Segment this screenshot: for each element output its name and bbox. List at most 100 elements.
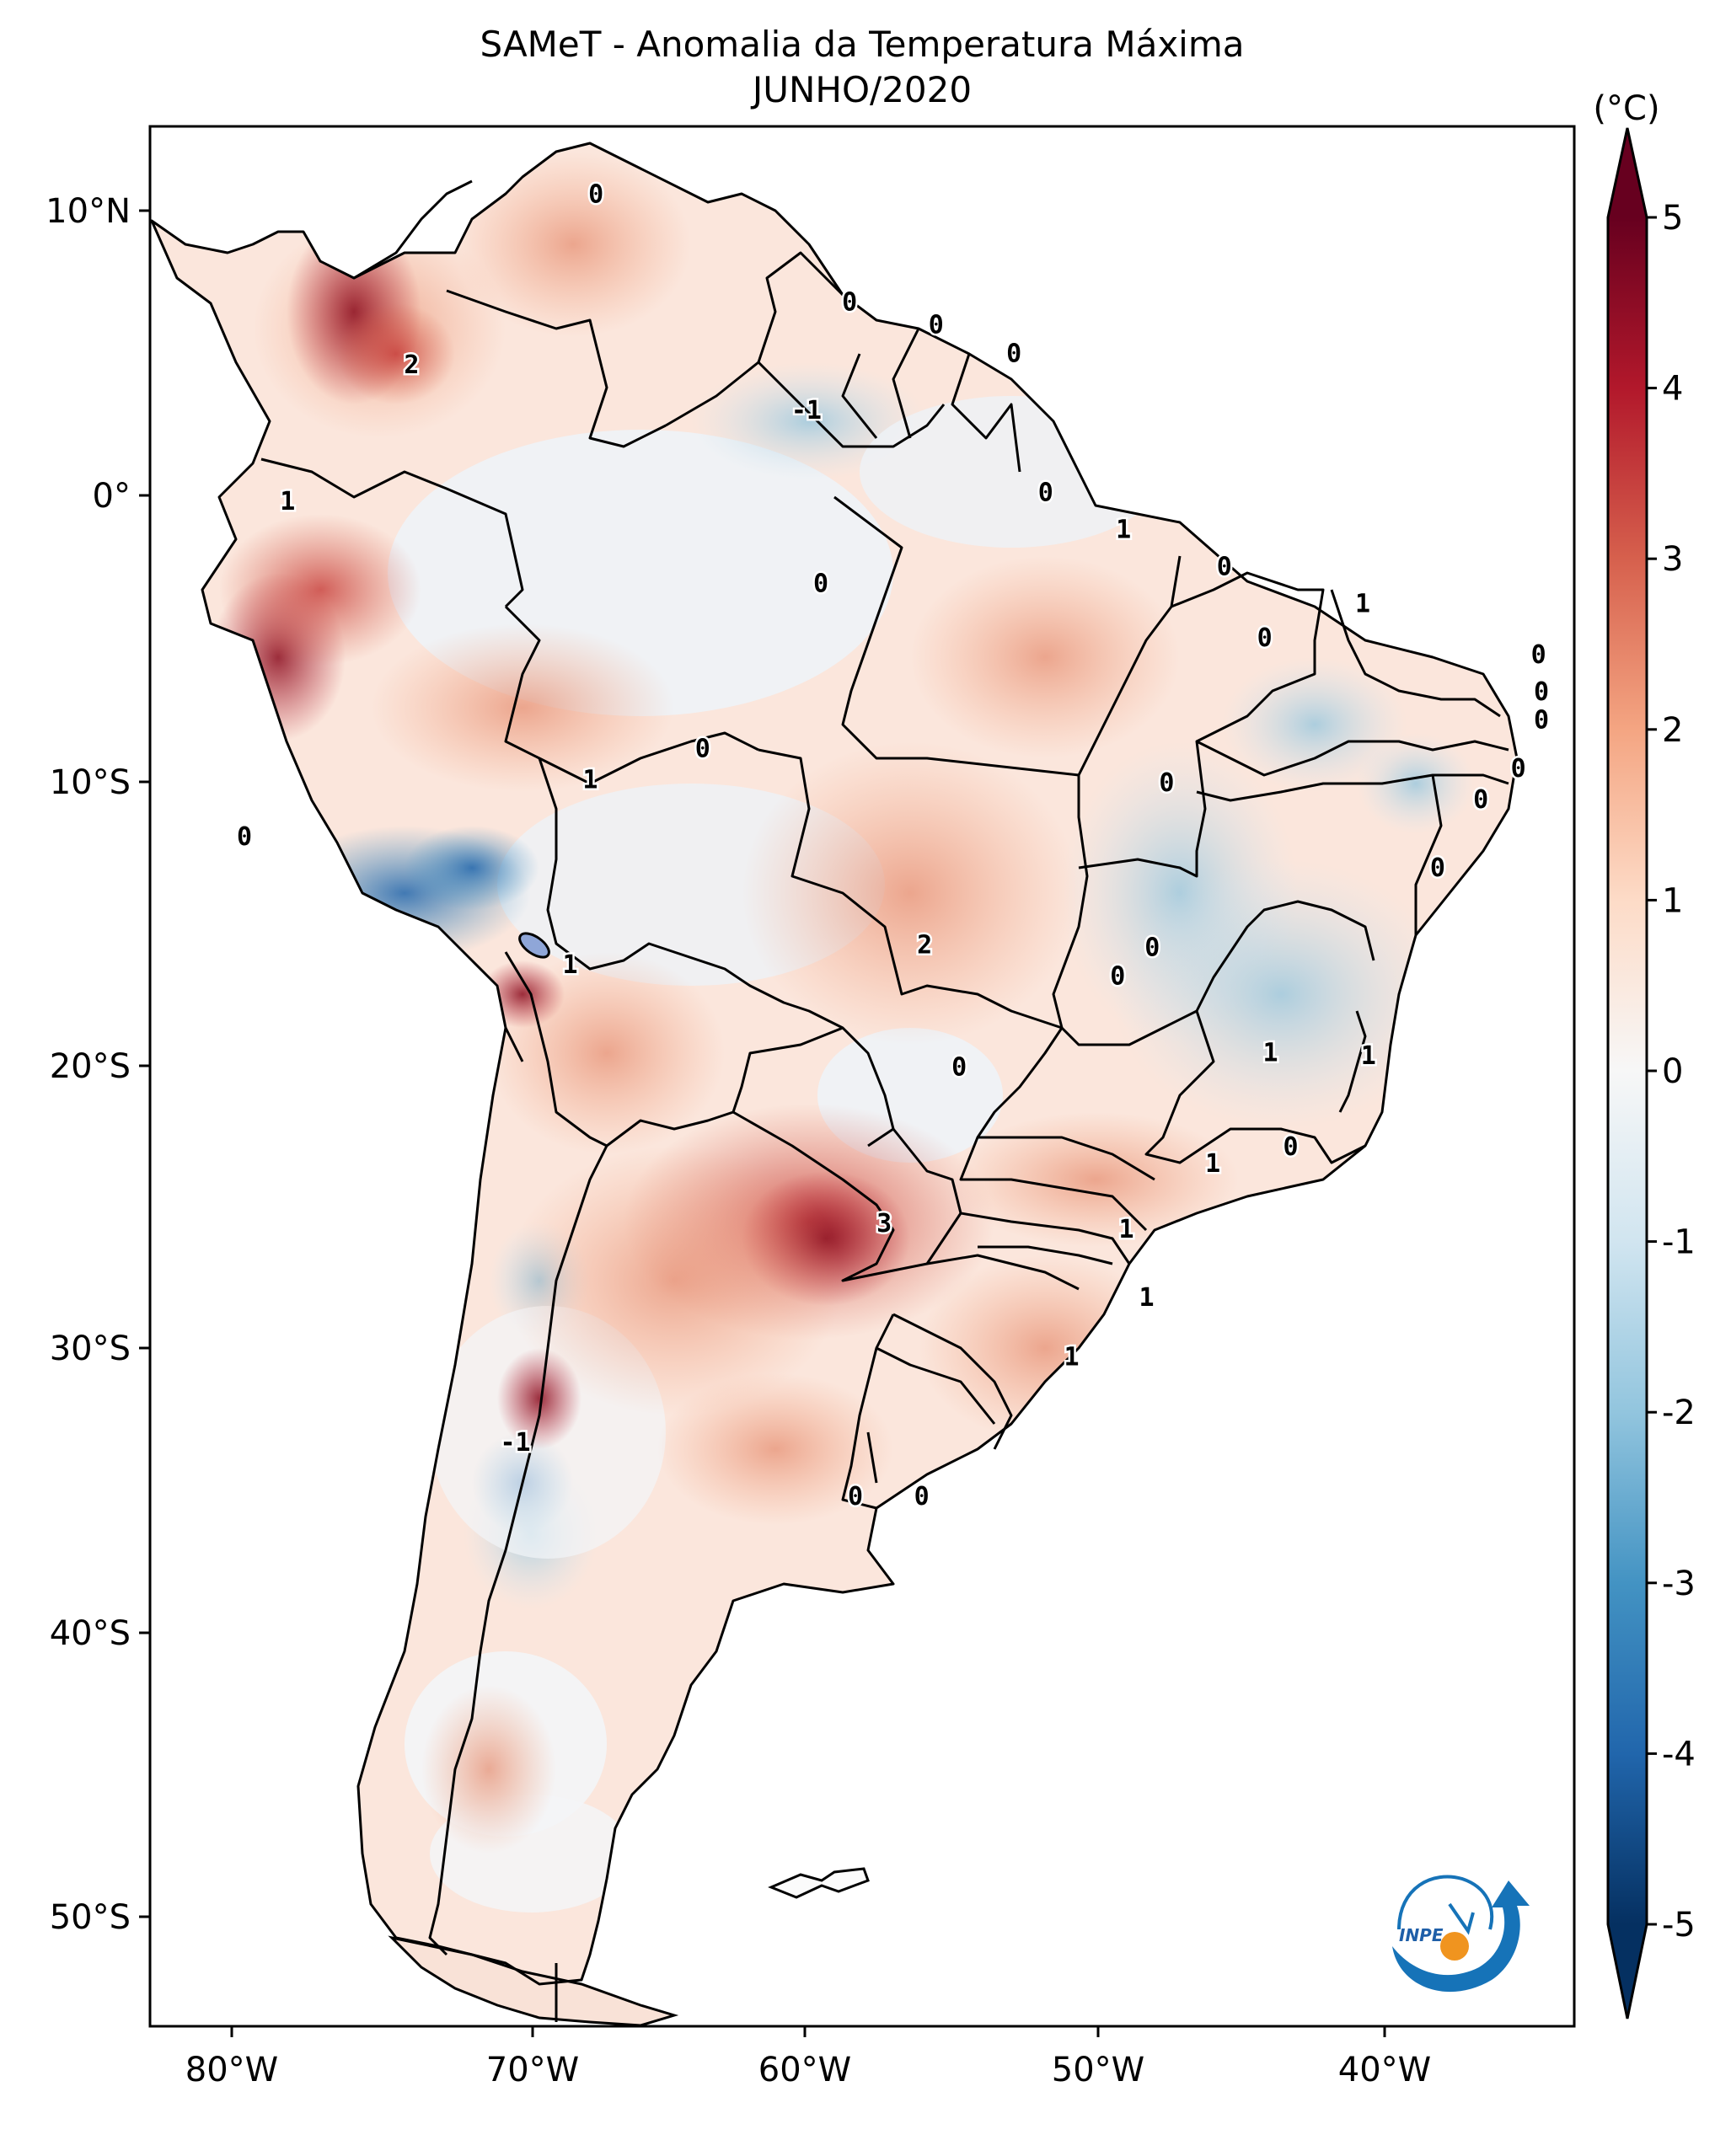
x-tick-label: 60°W — [758, 2051, 851, 2089]
colorbar-top-arrow — [1608, 128, 1647, 217]
colorbar-tick-label: 2 — [1662, 711, 1683, 750]
x-tick-label: 80°W — [185, 2051, 278, 2089]
border-suriname-guiana — [892, 328, 1021, 473]
colorbar-tick-label: 1 — [1662, 881, 1683, 920]
border-bolivia-paraguay-argentina — [606, 1026, 895, 1148]
colorbar-tick-label: 3 — [1662, 540, 1683, 579]
border-peru-bolivia-chile — [504, 951, 608, 1148]
contour-label: 0 — [695, 734, 710, 763]
colorbar-tick-label: 5 — [1662, 199, 1683, 238]
colorbar-tick-label: 0 — [1662, 1052, 1683, 1091]
border-colombia-ecuador-peru — [260, 457, 524, 608]
y-tick-label: 40°S — [50, 1614, 131, 1653]
contour-label: -1 — [500, 1428, 530, 1458]
contour-label: 0 — [929, 311, 944, 340]
contour-label: 0 — [1257, 623, 1273, 653]
contour-label: 0 — [1144, 934, 1160, 963]
contour-label: 0 — [842, 288, 857, 318]
contour-label: 0 — [588, 179, 603, 209]
y-tick-labels: 10°N 0° 10°S 20°S 30°S 40°S 50°S — [46, 192, 131, 1937]
contour-label: 0 — [951, 1052, 967, 1082]
contour-label: 0 — [1534, 677, 1549, 707]
border-brazil-bolivia — [538, 757, 844, 1030]
colorbar-tick-label: -4 — [1662, 1735, 1696, 1773]
contour-label: 0 — [1473, 785, 1488, 815]
border-brazil-states-southeast — [959, 900, 1375, 1232]
y-tick-label: 0° — [93, 477, 131, 516]
contour-label: 0 — [848, 1482, 863, 1511]
border-brazil-states-north — [833, 495, 1182, 777]
colorbar: (°C) 5 4 3 2 1 0 -1 -2 -3 -4 -5 — [1593, 89, 1696, 2020]
contour-label: 1 — [1064, 1343, 1079, 1372]
border-brazil-states-central — [758, 748, 1089, 1030]
colorbar-tick-label: -3 — [1662, 1565, 1696, 1603]
y-tick-label: 20°S — [50, 1047, 131, 1086]
falkland-islands — [768, 1867, 870, 1899]
colorbar-bar — [1608, 217, 1647, 1924]
contour-label: 1 — [1139, 1283, 1154, 1313]
contour-label: 1 — [1262, 1039, 1278, 1068]
border-colombia-venezuela — [353, 179, 667, 448]
contour-label: 0 — [813, 570, 828, 599]
y-tick-label: 30°S — [50, 1329, 131, 1368]
x-tick-label: 50°W — [1052, 2051, 1144, 2089]
colorbar-bottom-arrow — [1608, 1924, 1647, 2019]
contour-label: 1 — [1361, 1041, 1376, 1071]
border-paraguay — [732, 1110, 962, 1282]
contour-label: 0 — [1531, 640, 1546, 670]
contour-label: 0 — [1110, 961, 1125, 991]
contour-label: 0 — [1159, 768, 1174, 798]
border-argentina-provinces — [866, 1346, 996, 1484]
contour-label: 0 — [1217, 552, 1232, 581]
contour-label: 1 — [1205, 1149, 1220, 1179]
border-guyana — [757, 251, 878, 439]
colorbar-tick-label: -1 — [1662, 1223, 1696, 1262]
colorbar-tick-label: -2 — [1662, 1394, 1696, 1432]
contour-label: 0 — [1511, 754, 1526, 784]
contour-label: 2 — [404, 350, 419, 380]
contour-label: 1 — [1118, 1215, 1133, 1244]
inpe-arc-icon — [1397, 1875, 1494, 1930]
border-brazil-peru — [504, 605, 759, 785]
contour-label: 1 — [280, 487, 295, 516]
contour-label: 0 — [1283, 1132, 1298, 1162]
contour-label: 1 — [1116, 516, 1131, 545]
map-title: SAMeT - Anomalia da Temperatura Máxima — [480, 24, 1245, 65]
map-subtitle: JUNHO/2020 — [752, 69, 973, 110]
colorbar-tick-label: -5 — [1662, 1906, 1696, 1945]
contour-label: 1 — [1355, 589, 1370, 618]
contour-label: 3 — [876, 1209, 892, 1238]
colorbar-tick-label: 4 — [1662, 370, 1683, 409]
contour-label: 0 — [1430, 853, 1445, 883]
y-tick-label: 50°S — [50, 1898, 131, 1937]
border-brazil-states-south — [960, 1136, 1155, 1265]
inpe-logo: INPE — [1392, 1875, 1530, 1993]
colorbar-unit-label: (°C) — [1593, 89, 1659, 128]
contour-label: 0 — [1006, 339, 1021, 368]
contour-label: 0 — [1038, 479, 1053, 508]
lake-titicaca — [518, 932, 550, 959]
contour-label: 0 — [1534, 706, 1549, 736]
inpe-logo-text: INPE — [1399, 1925, 1444, 1945]
inpe-arrow-icon — [1448, 1902, 1475, 1935]
map-frame — [148, 125, 1576, 2028]
border-brazil-states-east — [1078, 571, 1509, 935]
contour-label: 2 — [917, 930, 932, 960]
anomaly-field — [152, 143, 1517, 2026]
y-tick-label: 10°N — [46, 192, 131, 231]
contour-label: 0 — [914, 1482, 930, 1511]
contour-label: 1 — [582, 766, 598, 795]
x-tick-label: 70°W — [486, 2051, 579, 2089]
contour-label: -1 — [791, 396, 822, 425]
x-tick-labels: 80°W 70°W 60°W 50°W 40°W — [185, 2051, 1431, 2089]
contour-label: 0 — [237, 822, 252, 852]
border-argentina-brazil-uruguay — [841, 1254, 1080, 1510]
x-axis — [230, 2026, 1386, 2037]
border-venezuela-brazil — [665, 361, 946, 448]
y-tick-label: 10°S — [50, 763, 131, 802]
x-tick-label: 40°W — [1338, 2051, 1431, 2089]
border-argentina-chile — [428, 1145, 608, 2022]
colorbar-ticks: 5 4 3 2 1 0 -1 -2 -3 -4 -5 — [1647, 199, 1696, 1945]
